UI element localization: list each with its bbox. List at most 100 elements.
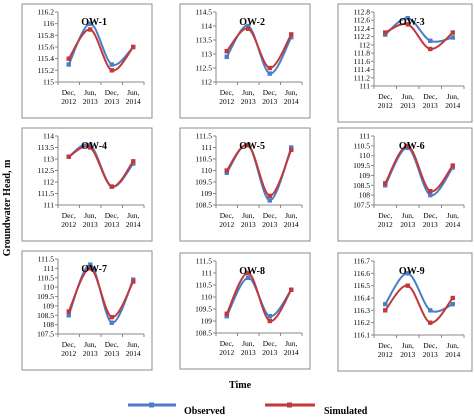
x-tick-label: Jun, — [447, 341, 459, 350]
y-tick-label: 109.5 — [195, 178, 212, 187]
x-tick-label: 2014 — [445, 350, 460, 359]
observed-point — [405, 15, 410, 21]
x-tick-label: 2013 — [400, 220, 415, 229]
y-tick-label: 116.5 — [353, 281, 370, 290]
x-tick-label: 2013 — [241, 97, 256, 106]
simulated-point — [131, 44, 136, 50]
observed-point — [66, 313, 71, 318]
observed-point — [224, 170, 229, 175]
x-tick-label: Jun, — [285, 88, 297, 97]
panel-frame — [179, 252, 311, 370]
x-tick-label: 2013 — [104, 97, 119, 106]
panel-title: OW-8 — [239, 266, 265, 277]
y-tick-label: 112.5 — [37, 166, 54, 175]
observed-point — [405, 271, 410, 276]
simulated-series-line — [225, 143, 293, 197]
x-tick-label: 2012 — [219, 97, 234, 106]
panel-ow-6: 107.5108108.5109109.5110110.5111Dec,2012… — [337, 127, 473, 242]
x-tick-label: Dec, — [105, 88, 119, 97]
y-tick-label: 115 — [43, 78, 54, 87]
y-tick-label: 109.5 — [37, 292, 54, 301]
x-tick-label: 2014 — [126, 349, 141, 358]
x-tick-label: Jun, — [402, 211, 414, 220]
y-tick-label: 115.8 — [37, 31, 54, 40]
y-tick-label: 109.5 — [353, 161, 370, 170]
observed-point — [88, 21, 93, 26]
y-tick-label: 112.6 — [353, 16, 370, 25]
x-tick-label: 2013 — [241, 348, 256, 357]
observed-point — [66, 62, 71, 67]
simulated-point — [289, 32, 294, 37]
y-tick-label: 111.2 — [354, 73, 371, 82]
y-tick-label: 113 — [201, 50, 212, 59]
x-tick-label: Dec, — [105, 211, 119, 220]
y-tick-label: 115.2 — [37, 66, 54, 75]
y-tick-label: 111 — [43, 264, 54, 273]
observed-point — [131, 161, 136, 166]
simulated-point — [450, 30, 455, 35]
simulated-point — [246, 270, 251, 276]
simulated-series-line — [225, 272, 293, 323]
y-tick-label: 115.6 — [37, 43, 54, 52]
legend-simulated-marker — [287, 402, 292, 408]
x-tick-label: 2014 — [445, 101, 460, 110]
observed-point — [267, 198, 272, 203]
observed-point — [289, 145, 294, 150]
y-tick-label: 111 — [43, 201, 54, 210]
y-tick-label: 107.5 — [353, 201, 370, 210]
y-tick-label: 111.6 — [354, 57, 371, 66]
x-tick-label: 2013 — [262, 348, 277, 357]
y-tick-label: 116.6 — [353, 269, 370, 278]
x-tick-label: Jun, — [84, 88, 96, 97]
panel-title: OW-4 — [81, 141, 107, 152]
x-tick-label: Jun, — [242, 211, 254, 220]
y-tick-label: 116.2 — [353, 318, 370, 327]
simulated-point — [428, 46, 433, 52]
simulated-point — [88, 27, 93, 32]
x-tick-label: 2014 — [284, 220, 299, 229]
y-tick-label: 114 — [201, 22, 212, 31]
x-tick-label: 2013 — [262, 97, 277, 106]
observed-point — [428, 192, 433, 198]
y-axis-label: Groundwater Head, m — [2, 159, 13, 256]
observed-point — [246, 275, 251, 280]
x-tick-label: 2013 — [423, 220, 438, 229]
legend: Observed Simulated — [128, 402, 368, 417]
y-tick-label: 109 — [359, 171, 371, 180]
panel-frame — [21, 3, 153, 119]
x-tick-label: 2013 — [400, 350, 415, 359]
y-tick-label: 115.4 — [37, 54, 54, 63]
simulated-series-line — [384, 144, 454, 193]
x-tick-label: Jun, — [84, 211, 96, 220]
simulated-point — [405, 143, 410, 149]
simulated-point — [66, 309, 71, 314]
y-tick-label: 110 — [359, 151, 370, 160]
y-tick-label: 113 — [43, 155, 54, 164]
x-tick-label: Dec, — [220, 211, 234, 220]
panel-title: OW-9 — [399, 266, 425, 277]
x-tick-label: Jun, — [127, 211, 139, 220]
observed-point — [383, 301, 388, 307]
panel-title: OW-7 — [81, 264, 107, 275]
simulated-point — [405, 22, 410, 27]
simulated-point — [131, 159, 136, 164]
x-tick-label: Dec, — [423, 92, 437, 101]
x-tick-label: 2013 — [83, 349, 98, 358]
simulated-point — [428, 189, 433, 194]
y-tick-label: 108 — [359, 191, 371, 200]
x-tick-label: 2013 — [241, 220, 256, 229]
x-tick-label: Jun, — [402, 341, 414, 350]
y-tick-label: 111 — [201, 143, 212, 152]
simulated-point — [267, 193, 272, 198]
x-tick-label: Jun, — [285, 211, 297, 220]
legend-observed-label: Observed — [184, 406, 226, 417]
x-tick-label: Dec, — [62, 211, 76, 220]
simulated-series-line — [225, 27, 293, 69]
y-tick-label: 110.5 — [353, 141, 370, 150]
x-tick-label: Dec, — [423, 211, 437, 220]
x-tick-label: Dec, — [263, 339, 277, 348]
x-tick-label: 2013 — [83, 97, 98, 106]
y-tick-label: 109 — [43, 301, 55, 310]
panel-title: OW-3 — [399, 17, 425, 28]
